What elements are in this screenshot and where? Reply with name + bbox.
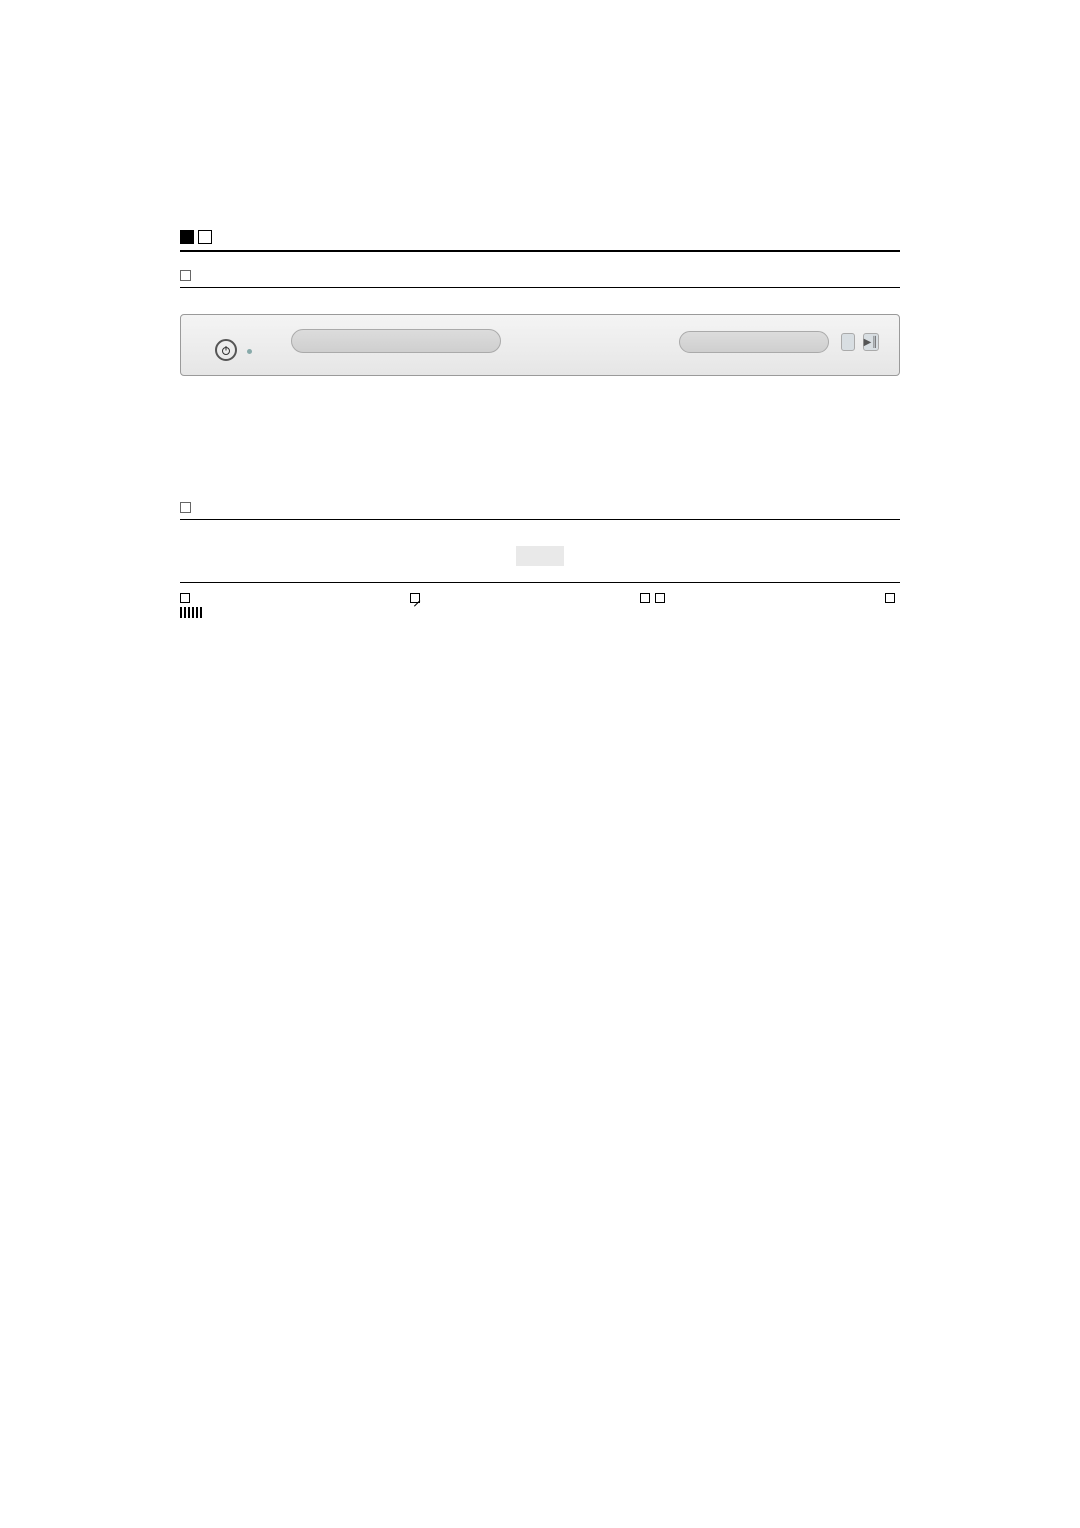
square-slash-icon	[410, 593, 420, 603]
square-icon	[640, 593, 650, 603]
section-display-title	[180, 502, 900, 513]
section-front-panel-title	[180, 270, 900, 281]
legend-d	[885, 593, 900, 603]
legend-c	[640, 593, 670, 603]
standby-led	[247, 349, 252, 354]
legend-a	[180, 593, 195, 603]
chapter-hollow-icon	[198, 230, 212, 244]
section-display	[180, 502, 900, 618]
dvd-player-front: ▶║	[180, 314, 900, 376]
chapter-bullet-icon	[180, 230, 194, 244]
seven-segment-display	[180, 546, 900, 566]
page: ▶║	[0, 0, 1080, 1528]
disc-tray	[291, 329, 501, 353]
square-icon	[180, 270, 191, 281]
square-icon	[180, 502, 191, 513]
barcode-icon	[180, 607, 202, 618]
seven-segment-bg	[516, 546, 564, 566]
square-icon	[180, 593, 190, 603]
device-illustration: ▶║	[180, 314, 900, 434]
leader-lines	[180, 376, 900, 434]
square-icon	[655, 593, 665, 603]
power-button	[215, 339, 237, 361]
play-pause-button: ▶║	[863, 333, 879, 351]
eject-stop-button	[841, 333, 855, 351]
legend-b	[410, 593, 425, 603]
chapter-heading	[180, 230, 900, 252]
front-display	[679, 331, 829, 353]
power-icon	[220, 344, 232, 356]
rule	[180, 519, 900, 520]
display-legend-row	[180, 593, 900, 603]
square-icon	[885, 593, 895, 603]
rule	[180, 582, 900, 583]
rule	[180, 287, 900, 288]
